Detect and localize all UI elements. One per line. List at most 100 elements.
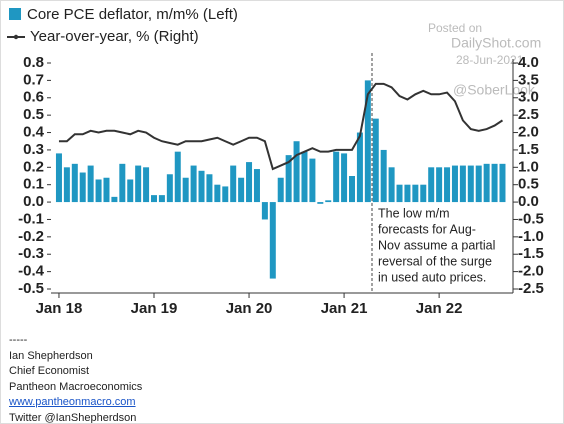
y-tick-label: 0.2 [23, 158, 44, 175]
bar [388, 167, 395, 203]
footer-line: Pantheon Macroeconomics [9, 380, 143, 393]
annotation: in used auto prices. [378, 270, 486, 284]
y2-tick-label: 3.5 [518, 71, 539, 88]
bar [182, 177, 189, 203]
y2-tick-label: -2.5 [518, 280, 544, 297]
bar [372, 118, 379, 203]
y-tick-label: 0.8 [23, 54, 44, 71]
y2-tick-label: 0.5 [518, 176, 539, 193]
y-tick-label: 0.5 [23, 106, 44, 123]
bar [269, 202, 276, 279]
footer-line: ----- [9, 334, 28, 346]
bar [356, 132, 363, 203]
y-tick-label: -0.4 [18, 263, 45, 280]
bar [499, 163, 506, 203]
x-tick-label: Jan 18 [36, 300, 83, 317]
bar [253, 169, 260, 203]
bar [277, 177, 284, 203]
y-tick-label: 0.7 [23, 71, 44, 88]
legend-label: Year-over-year, % (Right) [30, 28, 199, 45]
bar [364, 80, 371, 203]
watermark: @SoberLook [453, 82, 536, 98]
y2-tick-label: 2.0 [518, 124, 539, 141]
chart: Core PCE deflator, m/m% (Left) Year-over… [7, 6, 544, 317]
line [58, 82, 504, 171]
y-tick-label: -0.3 [18, 245, 44, 262]
bar [135, 165, 142, 203]
footer-line: Twitter @IanShepherdson [9, 411, 137, 424]
bar [341, 153, 348, 203]
bar [309, 158, 316, 203]
y2-tick-label: 3.0 [518, 89, 539, 106]
bar [95, 179, 102, 203]
y-tick-label: -0.5 [18, 280, 44, 297]
bar [491, 163, 498, 203]
bar [412, 184, 419, 203]
bar [206, 174, 213, 203]
bar [174, 151, 181, 203]
footer-line: Ian Shepherdson [9, 349, 93, 362]
bar [459, 165, 466, 203]
footer-line: Chief Economist [9, 365, 90, 377]
bar [451, 165, 458, 203]
y2-tick-label: -1.0 [518, 228, 544, 245]
x-tick-label: Jan 20 [226, 300, 273, 317]
annotation: Nov assume a partial [378, 238, 495, 252]
bar [190, 165, 197, 203]
bar [475, 165, 482, 203]
bar [467, 165, 474, 203]
legend-marker [13, 34, 19, 40]
bar [103, 177, 110, 203]
watermark: DailyShot.com [451, 35, 541, 51]
x-tick-label: Jan 21 [321, 300, 368, 317]
bar [301, 151, 308, 203]
bar [428, 167, 435, 203]
footer-link[interactable]: www.pantheonmacro.com [9, 396, 136, 408]
bar [436, 167, 443, 203]
bar [285, 155, 292, 203]
bar [333, 151, 340, 203]
y-tick-label: 0.6 [23, 89, 44, 106]
y2-tick-label: -0.5 [518, 210, 544, 227]
bar [325, 200, 332, 203]
watermark: 28-Jun-2021 [456, 53, 524, 67]
y2-tick-label: 1.0 [518, 158, 539, 175]
watermark: Posted on [428, 21, 482, 35]
bar [404, 184, 411, 203]
y-tick-label: 0.4 [23, 124, 45, 141]
y2-tick-label: 4.0 [518, 54, 539, 71]
bar [63, 167, 70, 203]
x-tick-label: Jan 19 [131, 300, 178, 317]
bar [380, 149, 387, 203]
y2-tick-label: 0.0 [518, 193, 539, 210]
bar [230, 165, 237, 203]
y-tick-label: 0.0 [23, 193, 44, 210]
bar [158, 195, 165, 203]
bar [151, 195, 157, 203]
y-tick-label: 0.1 [23, 176, 44, 193]
bar [420, 184, 427, 203]
bar [261, 202, 268, 220]
bar [143, 167, 150, 203]
bar [119, 163, 126, 203]
annotation-box [375, 205, 505, 287]
y-tick-label: -0.2 [18, 228, 44, 245]
annotation: reversal of the surge [378, 254, 492, 268]
bar [317, 202, 324, 204]
bar [293, 141, 300, 203]
bar [349, 176, 355, 203]
bar [396, 184, 403, 203]
annotation: The low m/m [378, 206, 450, 220]
bar [87, 165, 94, 203]
bar [55, 153, 62, 203]
y-tick-label: -0.1 [18, 210, 44, 227]
bar [246, 162, 253, 203]
bar [214, 184, 221, 203]
y2-tick-label: -1.5 [518, 245, 544, 262]
footer: ----- Ian Shepherdson Chief Economist Panth… [9, 333, 143, 424]
bar [166, 174, 173, 203]
legend-swatch-bar [9, 8, 21, 20]
bar [444, 167, 451, 203]
bar [222, 186, 229, 203]
